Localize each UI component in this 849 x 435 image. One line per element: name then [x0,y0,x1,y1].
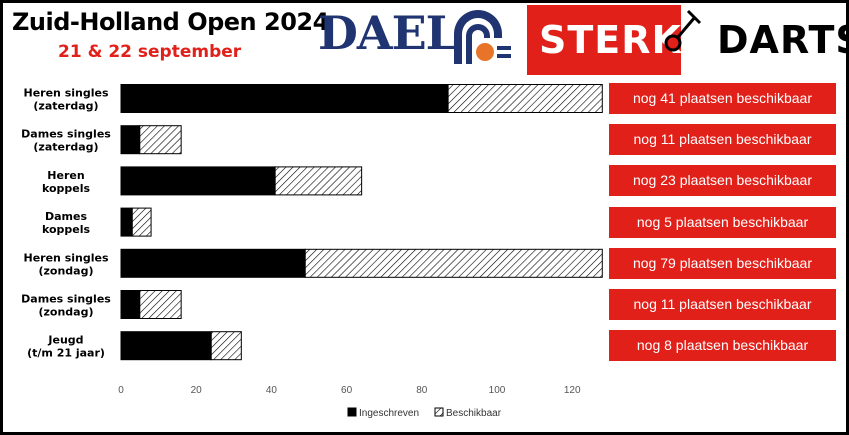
category-label: Heren singles (zondag) [23,251,108,277]
bar-beschikbaar [139,125,182,155]
bar-ingeschreven [120,166,276,196]
bar-beschikbaar [274,166,363,196]
bar-beschikbaar [447,84,603,113]
legend: Ingeschreven Beschikbaar [347,407,502,419]
bar-ingeschreven [120,125,141,155]
availability-badge: nog 11 plaatsen beschikbaar [609,124,836,156]
x-tick-label: 80 [416,385,428,396]
x-tick-label: 20 [191,385,203,396]
page-subtitle: 21 & 22 september [58,42,242,62]
category-label: Heren singles (zaterdag) [23,87,108,113]
x-tick-label: 40 [266,385,278,396]
availability-badge: nog 5 plaatsen beschikbaar [609,206,836,238]
category-label: Jeugd (t/m 21 jaar) [27,334,105,360]
bar-ingeschreven [120,207,133,237]
category-label: Dames koppels [42,210,91,236]
bar-ingeschreven [120,290,141,319]
sterk-logo-text: STERK [539,18,682,62]
x-tick-label: 0 [118,385,124,396]
availability-badge: nog 79 plaatsen beschikbaar [609,247,836,279]
darts-logo-box: DARTS [681,5,849,75]
dael-logo: DAEL [318,6,458,60]
bar-ingeschreven [120,331,212,361]
legend-label: Beschikbaar [446,408,502,419]
bar-beschikbaar [304,248,603,278]
category-labels: Heren singles (zaterdag) Dames singles (zat… [21,87,111,360]
category-label: Dames singles (zondag) [21,293,111,319]
x-tick-label: 100 [489,385,506,396]
x-tick-label: 60 [341,385,353,396]
availability-badge: nog 23 plaatsen beschikbaar [609,165,836,197]
dael-logo-text: DAEL [318,6,458,60]
bar-beschikbaar [131,207,152,237]
legend-swatch [347,407,357,417]
dael-mark-icon [454,10,511,64]
bar-beschikbaar [210,331,242,361]
availability-badge: nog 41 plaatsen beschikbaar [609,83,836,114]
dart-icon [664,9,702,52]
bars [120,84,603,361]
category-label: Heren koppels [42,169,91,195]
legend-swatch [434,407,444,417]
legend-label: Ingeschreven [359,408,419,419]
availability-badge: nog 11 plaatsen beschikbaar [609,289,836,320]
bar-beschikbaar [139,290,182,319]
page-title: Zuid-Holland Open 2024 [12,8,329,36]
category-label: Dames singles (zaterdag) [21,128,111,154]
sterk-darts-logo: STERK DARTS [527,5,849,75]
bar-ingeschreven [120,84,449,113]
x-tick-label: 120 [564,385,581,396]
darts-logo-text: DARTS [717,18,849,62]
x-axis: 0 20 40 60 80 100 120 [118,385,581,396]
bar-ingeschreven [120,248,306,278]
availability-badge: nog 8 plaatsen beschikbaar [609,330,836,362]
